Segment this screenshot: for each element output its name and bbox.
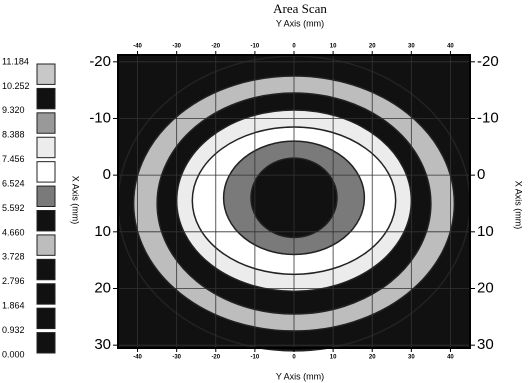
legend-label: 2.796 xyxy=(2,276,25,286)
legend-label: 7.456 xyxy=(2,154,25,164)
legend-swatch xyxy=(36,258,56,281)
y-tick-label-right: 0 xyxy=(477,166,485,183)
y-tick-label-right: 20 xyxy=(477,279,494,296)
legend-label: 6.524 xyxy=(2,178,25,188)
x-tick-label-top: -30 xyxy=(172,44,181,50)
x-tick-label-top: -10 xyxy=(251,44,260,50)
legend-label: 0.000 xyxy=(2,349,25,359)
legend-swatch xyxy=(36,112,56,134)
legend-label: 1.864 xyxy=(2,301,25,311)
y-tick-label-right: -20 xyxy=(477,53,499,70)
legend-label: 4.660 xyxy=(2,227,25,237)
legend-swatch xyxy=(36,87,56,110)
legend-swatch xyxy=(36,234,56,256)
y-axis-label-right: X Axis (mm) xyxy=(514,181,524,230)
legend-label: 3.728 xyxy=(2,252,25,262)
x-tick-label-top: -20 xyxy=(211,44,220,50)
legend-label: 9.320 xyxy=(2,105,25,115)
legend-swatch xyxy=(36,210,56,232)
x-tick-label-bottom: 0 xyxy=(292,355,296,361)
legend-swatch xyxy=(36,283,56,305)
legend-label: 10.252 xyxy=(2,81,30,91)
legend-label: 5.592 xyxy=(2,203,25,213)
x-axis-label-bottom: Y Axis (mm) xyxy=(276,371,324,381)
y-tick-label-right: 30 xyxy=(477,336,494,353)
y-tick-label-left: -10 xyxy=(89,109,111,126)
x-tick-label-bottom: -30 xyxy=(172,355,181,361)
legend-swatch xyxy=(36,332,56,354)
x-tick-label-bottom: 10 xyxy=(330,355,337,361)
legend-swatch xyxy=(36,136,56,159)
legend-swatch xyxy=(36,161,56,183)
y-tick-label-right: 10 xyxy=(477,223,494,240)
y-tick-label-left: 20 xyxy=(94,279,111,296)
x-tick-label-top: 20 xyxy=(369,44,376,50)
legend-swatch xyxy=(36,185,56,207)
legend-label: 11.184 xyxy=(2,56,29,66)
x-tick-label-top: 10 xyxy=(330,44,337,50)
x-tick-label-bottom: -10 xyxy=(251,355,260,361)
y-tick-label-right: -10 xyxy=(477,109,499,126)
x-tick-label-top: -40 xyxy=(133,44,142,50)
x-tick-label-bottom: 30 xyxy=(408,355,415,361)
legend-label: 0.932 xyxy=(2,325,25,335)
x-axis-label-top: Y Axis (mm) xyxy=(276,18,324,28)
legend-swatch xyxy=(36,63,56,85)
x-tick-label-bottom: 20 xyxy=(369,355,376,361)
y-tick-label-left: -20 xyxy=(89,53,111,70)
y-tick-label-left: 30 xyxy=(94,336,111,353)
legend-swatch xyxy=(36,307,56,330)
x-tick-label-top: 0 xyxy=(292,44,296,50)
y-axis-label-left: X Axis (mm) xyxy=(71,176,81,225)
y-tick-label-left: 10 xyxy=(94,223,111,240)
chart-title: Area Scan xyxy=(273,1,327,16)
x-tick-label-top: 40 xyxy=(447,44,454,50)
legend-label: 8.388 xyxy=(2,130,25,140)
y-tick-label-left: 0 xyxy=(103,166,111,183)
x-tick-label-bottom: 40 xyxy=(447,355,454,361)
x-tick-label-bottom: -20 xyxy=(211,355,220,361)
x-tick-label-top: 30 xyxy=(408,44,415,50)
plot-frame xyxy=(117,54,471,349)
x-tick-label-bottom: -40 xyxy=(133,355,142,361)
